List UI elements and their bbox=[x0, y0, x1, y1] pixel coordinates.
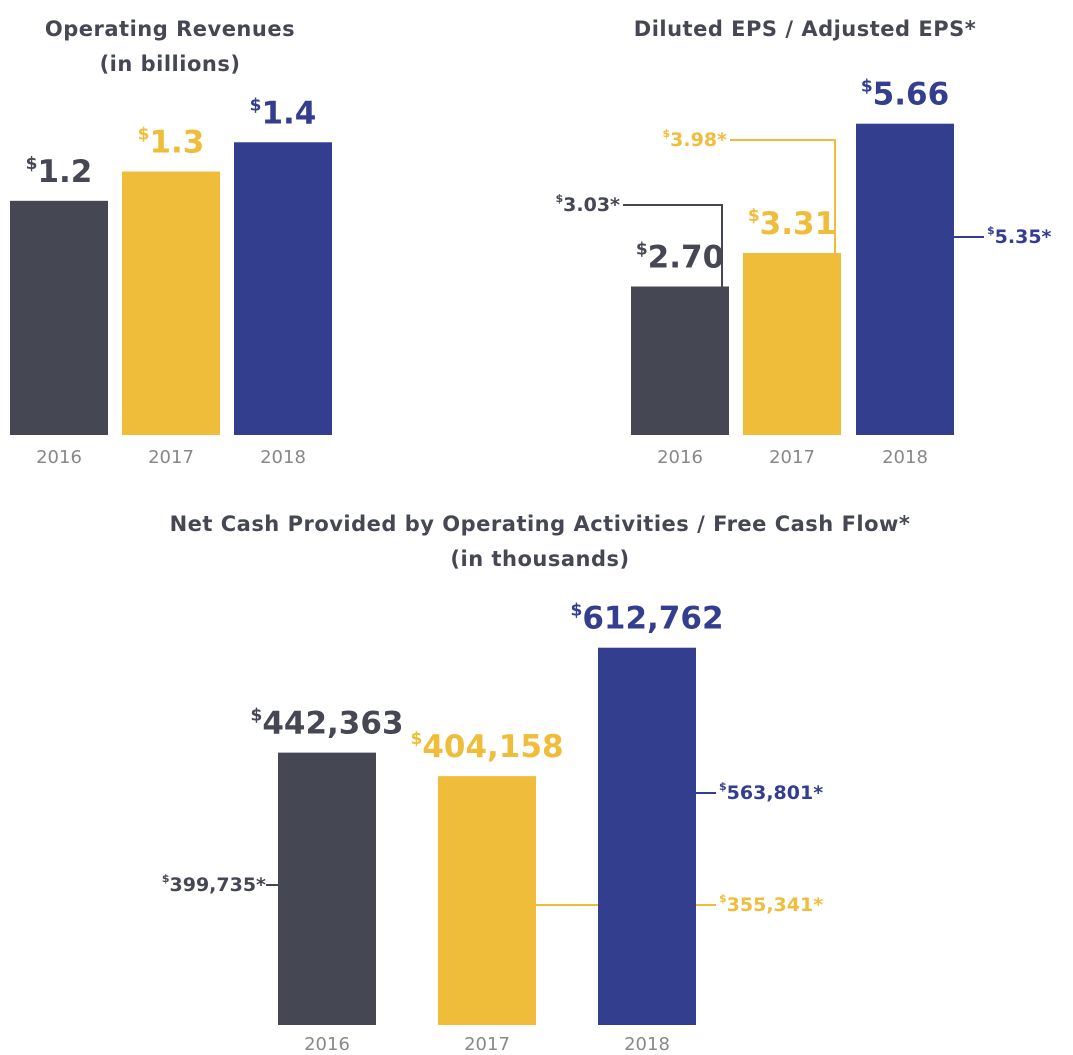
bar bbox=[631, 286, 729, 435]
year-label: 2017 bbox=[148, 447, 194, 468]
value-label: $1.4 bbox=[250, 95, 317, 131]
adjusted-label: $399,735* bbox=[162, 872, 266, 896]
year-label: 2017 bbox=[769, 447, 815, 468]
chart-subtitle: (in billions) bbox=[100, 52, 241, 76]
bar bbox=[856, 123, 954, 435]
bar bbox=[122, 171, 220, 435]
adjusted-label: $563,801* bbox=[719, 780, 823, 804]
bar bbox=[10, 200, 108, 435]
value-label: $612,762 bbox=[570, 600, 723, 636]
adjusted-label: $3.03* bbox=[556, 192, 621, 216]
bar bbox=[438, 776, 536, 1025]
value-label: $442,363 bbox=[250, 705, 403, 741]
value-label: $404,158 bbox=[410, 729, 563, 765]
value-label: $2.70 bbox=[636, 239, 724, 275]
bar bbox=[598, 647, 696, 1025]
year-label: 2017 bbox=[464, 1034, 510, 1055]
leader-line bbox=[623, 204, 723, 287]
adjusted-label: $355,341* bbox=[719, 892, 823, 916]
bar bbox=[278, 752, 376, 1025]
year-label: 2018 bbox=[624, 1034, 670, 1055]
chart-title: Net Cash Provided by Operating Activitie… bbox=[170, 512, 911, 536]
bar bbox=[743, 252, 841, 435]
chart-title: Diluted EPS / Adjusted EPS* bbox=[634, 17, 976, 41]
year-label: 2016 bbox=[657, 447, 703, 468]
value-label: $3.31 bbox=[748, 205, 836, 241]
leader-line bbox=[730, 139, 836, 253]
bar bbox=[234, 142, 332, 436]
year-label: 2016 bbox=[36, 447, 82, 468]
adjusted-label: $5.35* bbox=[987, 224, 1052, 248]
chart-title: Operating Revenues bbox=[45, 17, 295, 41]
year-label: 2016 bbox=[304, 1034, 350, 1055]
value-label: $1.3 bbox=[138, 124, 205, 160]
year-label: 2018 bbox=[260, 447, 306, 468]
year-label: 2018 bbox=[882, 447, 928, 468]
adjusted-label: $3.98* bbox=[663, 127, 728, 151]
chart-subtitle: (in thousands) bbox=[450, 547, 629, 571]
value-label: $5.66 bbox=[861, 76, 949, 112]
value-label: $1.2 bbox=[26, 153, 93, 189]
